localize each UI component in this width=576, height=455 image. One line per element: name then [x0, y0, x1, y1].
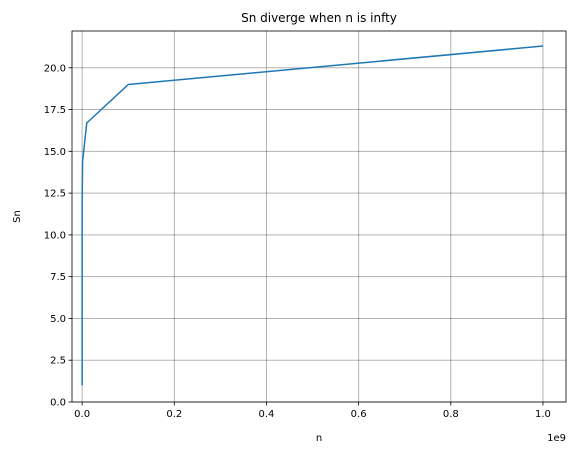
y-tick-label: 2.5 — [50, 356, 66, 367]
y-tick-label: 15.0 — [44, 147, 66, 158]
y-tick-label: 12.5 — [44, 189, 66, 200]
series-layer — [81, 45, 544, 386]
x-axis-ticks: 0.0 0.2 0.4 0.6 0.8 1.0 — [74, 402, 551, 420]
x-axis-label: n — [316, 433, 322, 444]
x-tick-label: 0.8 — [443, 409, 459, 420]
series-line — [81, 45, 544, 386]
y-tick-label: 7.5 — [50, 272, 66, 283]
y-tick-label: 20.0 — [44, 63, 66, 74]
x-tick-label: 0.2 — [166, 409, 182, 420]
x-tick-label: 0.0 — [74, 409, 90, 420]
x-tick-label: 1.0 — [535, 409, 551, 420]
chart-title: Sn diverge when n is infty — [241, 11, 397, 25]
x-tick-label: 0.6 — [351, 409, 367, 420]
y-axis-ticks: 0.0 2.5 5.0 7.5 10.0 12.5 15.0 17.5 20.0 — [44, 63, 72, 409]
x-tick-label: 0.4 — [259, 409, 275, 420]
plot-area-frame — [71, 30, 567, 403]
y-tick-label: 5.0 — [50, 314, 66, 325]
y-axis-label: Sn — [12, 210, 23, 223]
grid-lines — [72, 31, 566, 403]
y-tick-label: 17.5 — [44, 105, 66, 116]
y-tick-label: 10.0 — [44, 230, 66, 241]
y-tick-label: 0.0 — [50, 398, 66, 409]
x-axis-offset-label: 1e9 — [547, 433, 566, 444]
